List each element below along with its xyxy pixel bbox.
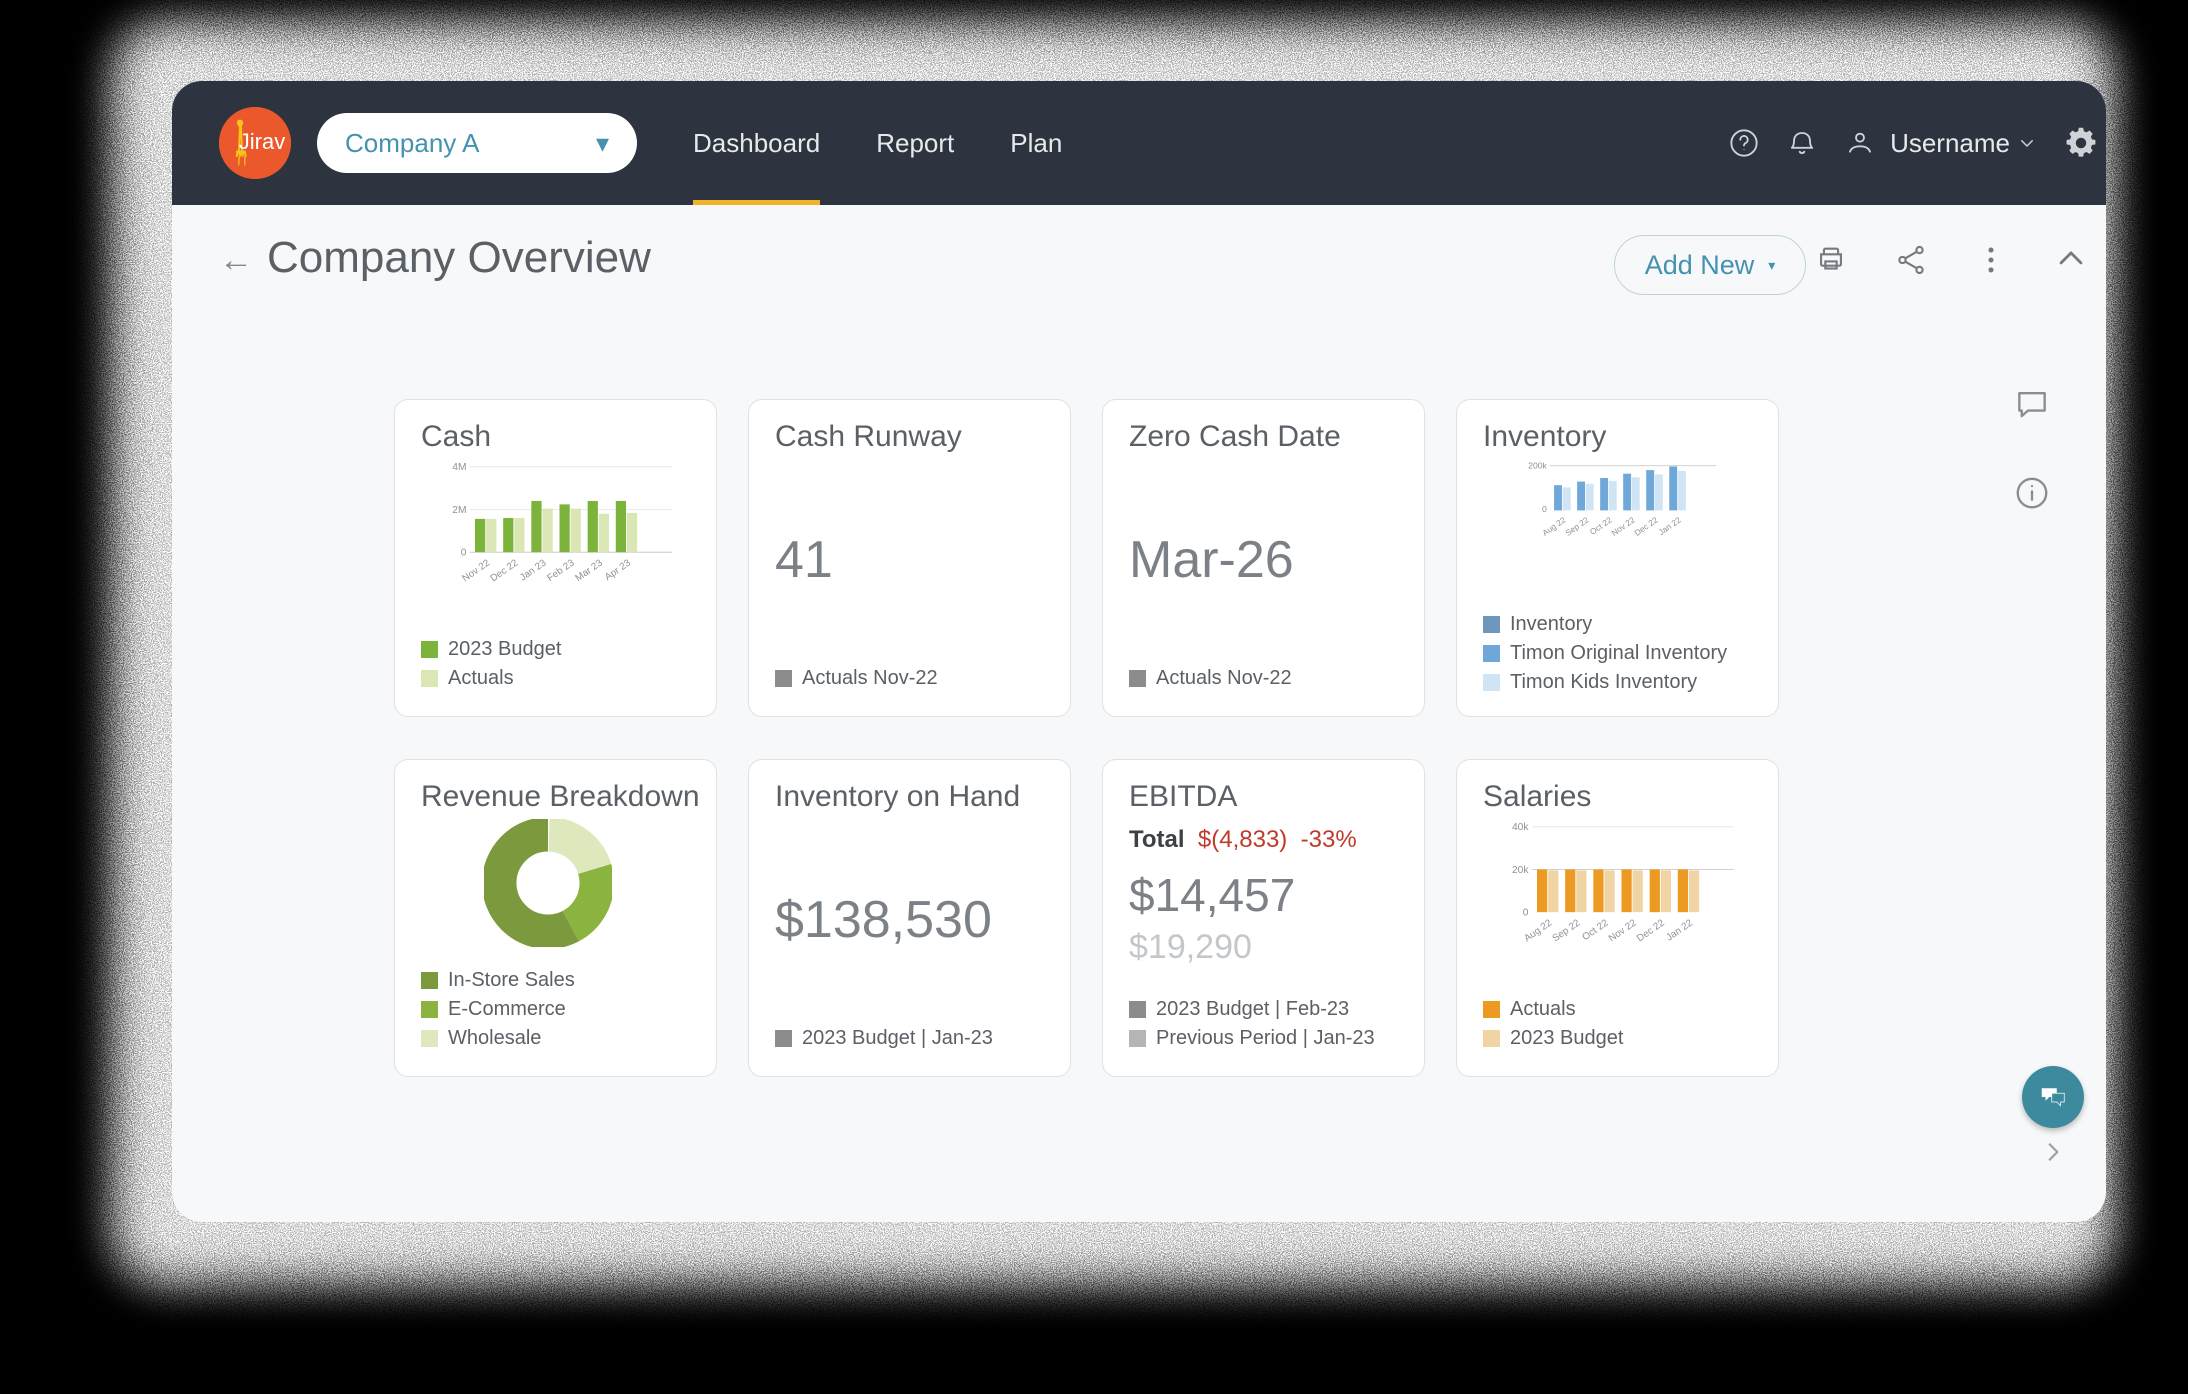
svg-text:Oct 22: Oct 22 bbox=[1580, 918, 1610, 944]
svg-text:0: 0 bbox=[461, 548, 467, 559]
svg-text:Dec 22: Dec 22 bbox=[489, 558, 521, 585]
svg-text:2M: 2M bbox=[452, 505, 466, 516]
svg-text:4M: 4M bbox=[452, 462, 466, 473]
svg-text:Dec 22: Dec 22 bbox=[1635, 918, 1667, 945]
svg-text:Sep 22: Sep 22 bbox=[1550, 918, 1582, 945]
svg-text:Jan 22: Jan 22 bbox=[1657, 515, 1683, 537]
svg-text:Jan 22: Jan 22 bbox=[1664, 918, 1694, 944]
svg-text:Aug 22: Aug 22 bbox=[1541, 515, 1568, 538]
svg-text:Jan 23: Jan 23 bbox=[518, 557, 549, 583]
svg-text:0: 0 bbox=[1523, 908, 1529, 919]
svg-text:Nov 22: Nov 22 bbox=[1610, 515, 1637, 538]
svg-text:Apr 23: Apr 23 bbox=[603, 557, 633, 583]
svg-text:Nov 22: Nov 22 bbox=[460, 558, 492, 585]
svg-text:Sep 22: Sep 22 bbox=[1564, 515, 1591, 538]
svg-text:20k: 20k bbox=[1512, 865, 1529, 876]
svg-text:Mar 23: Mar 23 bbox=[573, 557, 605, 584]
svg-text:Dec 22: Dec 22 bbox=[1633, 515, 1660, 538]
svg-text:Aug 22: Aug 22 bbox=[1522, 918, 1554, 945]
svg-text:Oct 22: Oct 22 bbox=[1588, 515, 1613, 537]
svg-text:Feb 23: Feb 23 bbox=[545, 557, 577, 584]
svg-text:40k: 40k bbox=[1512, 822, 1529, 833]
svg-text:200k: 200k bbox=[1528, 461, 1547, 471]
svg-text:Nov 22: Nov 22 bbox=[1607, 918, 1639, 945]
svg-text:0: 0 bbox=[1542, 504, 1547, 514]
